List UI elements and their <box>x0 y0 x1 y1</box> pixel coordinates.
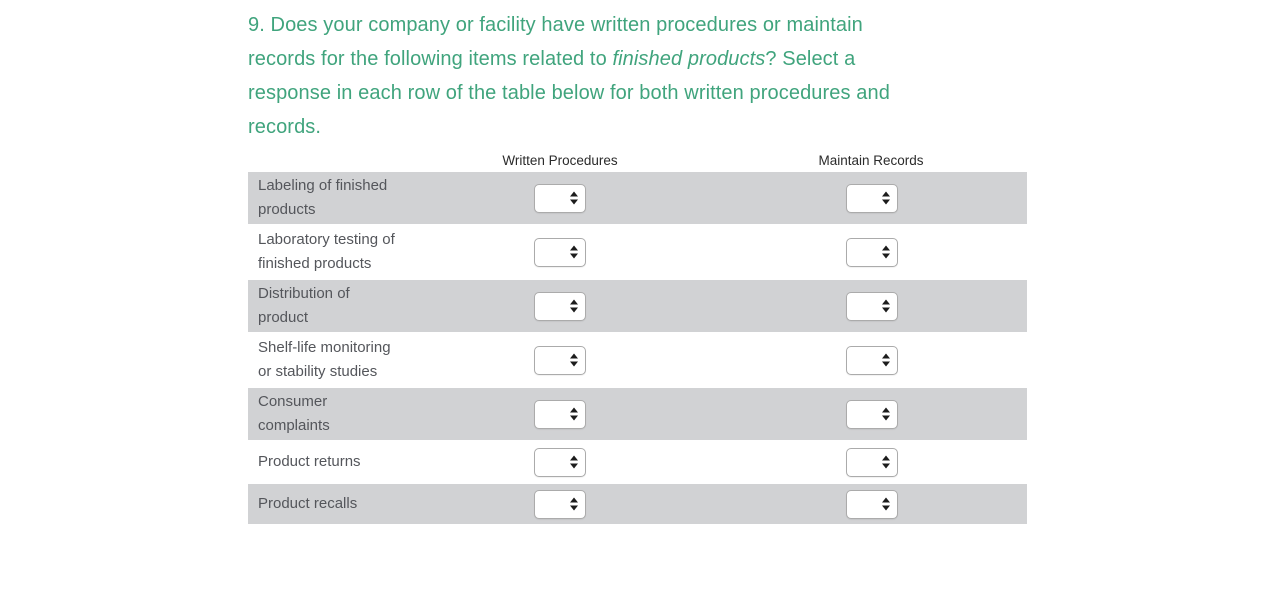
written-procedures-select[interactable] <box>534 291 586 321</box>
survey-question-block: 9. Does your company or facility have wr… <box>248 8 1078 526</box>
maintain-records-cell <box>716 489 1027 519</box>
column-header-written-procedures: Written Procedures <box>502 153 618 168</box>
written-procedures-cell <box>404 237 716 267</box>
maintain-records-select[interactable] <box>845 399 898 429</box>
procedures-records-table: Written Procedures Maintain Records Labe… <box>248 148 1027 524</box>
select-updown-arrows-icon <box>881 245 890 259</box>
row-label: Product returns <box>258 453 361 470</box>
row-label: Shelf-life monitoring or stability studi… <box>258 339 391 380</box>
written-procedures-cell <box>404 399 716 429</box>
maintain-records-cell <box>716 399 1027 429</box>
maintain-records-select[interactable] <box>845 237 898 267</box>
written-procedures-cell <box>404 447 716 477</box>
table-row-product-returns: Product returns <box>248 442 1027 482</box>
select-updown-arrows-icon <box>570 455 578 469</box>
table-row-laboratory-testing: Laboratory testing of finished products <box>248 226 1027 278</box>
row-label: Labeling of finished products <box>258 177 388 218</box>
column-header-maintain-records: Maintain Records <box>818 153 924 168</box>
select-updown-arrows-icon <box>881 407 890 421</box>
written-procedures-select[interactable] <box>534 447 586 477</box>
select-updown-arrows-icon <box>881 353 890 367</box>
table-row-product-recalls: Product recalls <box>248 484 1027 524</box>
written-procedures-select[interactable] <box>534 345 586 375</box>
table-row-consumer-complaints: Consumer complaints <box>248 388 1027 440</box>
question-text-after: ? Select a response in each row of the t… <box>248 48 890 138</box>
table-row-labeling: Labeling of finished products <box>248 172 1027 224</box>
maintain-records-cell <box>716 237 1027 267</box>
written-procedures-cell <box>404 489 716 519</box>
written-procedures-cell <box>404 345 716 375</box>
select-updown-arrows-icon <box>881 497 890 511</box>
select-updown-arrows-icon <box>881 191 890 205</box>
maintain-records-select[interactable] <box>845 489 898 519</box>
question-italic-phrase: finished products <box>612 48 766 70</box>
maintain-records-cell <box>716 183 1027 213</box>
row-label: Distribution of product <box>258 285 350 326</box>
select-updown-arrows-icon <box>570 353 578 367</box>
select-updown-arrows-icon <box>570 407 578 421</box>
select-updown-arrows-icon <box>881 455 890 469</box>
question-text-before: 9. Does your company or facility have wr… <box>248 14 863 70</box>
maintain-records-select[interactable] <box>845 447 898 477</box>
row-label: Product recalls <box>258 495 358 512</box>
select-updown-arrows-icon <box>570 497 578 511</box>
select-updown-arrows-icon <box>881 299 890 313</box>
written-procedures-select[interactable] <box>534 183 586 213</box>
maintain-records-cell <box>716 291 1027 321</box>
select-updown-arrows-icon <box>570 191 578 205</box>
written-procedures-cell <box>404 291 716 321</box>
written-procedures-select[interactable] <box>534 237 586 267</box>
table-row-distribution: Distribution of product <box>248 280 1027 332</box>
table-row-shelf-life: Shelf-life monitoring or stability studi… <box>248 334 1027 386</box>
maintain-records-select[interactable] <box>845 183 898 213</box>
select-updown-arrows-icon <box>570 299 578 313</box>
maintain-records-select[interactable] <box>845 345 898 375</box>
question-text: 9. Does your company or facility have wr… <box>248 8 1078 144</box>
table-header-row: Written Procedures Maintain Records <box>248 148 1027 172</box>
select-updown-arrows-icon <box>570 245 578 259</box>
maintain-records-select[interactable] <box>845 291 898 321</box>
written-procedures-select[interactable] <box>534 489 586 519</box>
row-label: Laboratory testing of finished products <box>258 231 395 272</box>
row-label: Consumer complaints <box>258 393 330 434</box>
written-procedures-cell <box>404 183 716 213</box>
written-procedures-select[interactable] <box>534 399 586 429</box>
maintain-records-cell <box>716 447 1027 477</box>
maintain-records-cell <box>716 345 1027 375</box>
